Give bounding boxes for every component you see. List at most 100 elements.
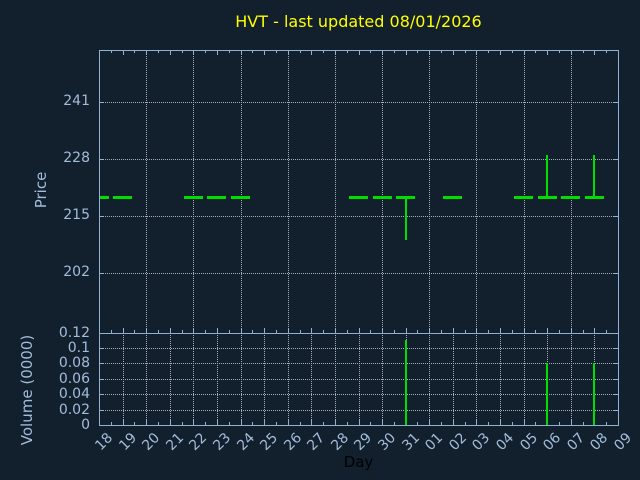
axis-tick <box>476 420 477 425</box>
axis-tick <box>241 328 242 333</box>
axis-tick <box>123 328 124 333</box>
axis-tick <box>288 328 289 333</box>
axis-tick <box>441 330 442 333</box>
axis-tick <box>382 420 383 425</box>
price-gridline <box>99 102 618 103</box>
axis-tick <box>123 420 124 425</box>
axis-tick <box>571 50 572 55</box>
axis-tick <box>252 330 253 333</box>
axis-tick <box>99 410 104 411</box>
price-close-tick <box>538 196 557 199</box>
price-close-tick <box>561 196 580 199</box>
axis-tick <box>158 422 159 425</box>
axis-tick <box>158 50 159 53</box>
day-tick-label: 02 <box>446 430 471 454</box>
volume-tick-label: 0.1 <box>67 340 90 356</box>
axis-tick <box>406 50 407 55</box>
volume-gridline <box>99 410 618 411</box>
axis-tick <box>394 422 395 425</box>
axis-tick <box>170 328 171 333</box>
axis-tick <box>170 50 171 55</box>
volume-gridline <box>311 333 312 426</box>
chart-title: HVT - last updated 08/01/2026 <box>235 12 482 31</box>
day-tick-label: 04 <box>493 430 518 454</box>
axis-tick <box>524 420 525 425</box>
price-close-tick <box>585 196 604 199</box>
axis-tick <box>465 422 466 425</box>
axis-tick <box>382 328 383 333</box>
day-tick-label: 19 <box>116 430 141 454</box>
volume-gridline <box>123 333 124 426</box>
price-close-tick <box>207 196 226 199</box>
axis-tick <box>488 422 489 425</box>
volume-gridline <box>429 333 430 426</box>
day-tick-label: 26 <box>281 430 306 454</box>
axis-tick <box>182 50 183 53</box>
axis-tick <box>347 422 348 425</box>
axis-tick <box>571 328 572 333</box>
day-tick-label: 03 <box>469 430 494 454</box>
axis-tick <box>335 50 336 55</box>
day-tick-label: 25 <box>257 430 282 454</box>
price-gridline <box>571 50 572 333</box>
price-gridline <box>335 50 336 333</box>
axis-tick <box>613 159 618 160</box>
axis-tick <box>158 330 159 333</box>
axis-tick <box>613 216 618 217</box>
axis-tick <box>123 50 124 55</box>
axis-tick <box>559 330 560 333</box>
price-gridline <box>99 159 618 160</box>
axis-tick <box>559 50 560 53</box>
price-axis-label: Price <box>32 171 50 209</box>
day-tick-label: 24 <box>234 430 259 454</box>
price-gridline <box>146 50 147 333</box>
day-tick-label: 22 <box>186 430 211 454</box>
price-gridline <box>99 273 618 274</box>
axis-tick <box>205 50 206 53</box>
axis-tick <box>359 328 360 333</box>
axis-tick <box>512 422 513 425</box>
axis-tick <box>182 422 183 425</box>
axis-tick <box>276 422 277 425</box>
axis-tick <box>311 420 312 425</box>
axis-tick <box>264 328 265 333</box>
axis-tick <box>146 50 147 55</box>
price-high-spike <box>593 155 595 199</box>
day-tick-label: 20 <box>139 430 164 454</box>
axis-tick <box>571 420 572 425</box>
volume-tick-label: 0 <box>81 417 90 433</box>
volume-gridline <box>264 333 265 426</box>
price-panel <box>99 50 618 333</box>
volume-gridline <box>476 333 477 426</box>
axis-tick <box>524 328 525 333</box>
volume-tick-label: 0.02 <box>58 402 90 418</box>
volume-gridline <box>99 348 618 349</box>
axis-tick <box>193 50 194 55</box>
axis-tick <box>111 50 112 53</box>
axis-tick <box>229 422 230 425</box>
axis-tick <box>146 328 147 333</box>
axis-tick <box>264 420 265 425</box>
axis-tick <box>111 422 112 425</box>
day-tick-label: 18 <box>92 430 117 454</box>
axis-tick <box>99 379 104 380</box>
volume-tick-label: 0.08 <box>58 355 90 371</box>
axis-tick <box>276 330 277 333</box>
axis-tick <box>613 348 618 349</box>
volume-bar <box>546 363 548 425</box>
axis-tick <box>417 50 418 53</box>
axis-tick <box>182 330 183 333</box>
axis-tick <box>288 420 289 425</box>
axis-tick <box>193 328 194 333</box>
volume-bar <box>405 340 407 425</box>
axis-tick <box>217 50 218 55</box>
axis-tick <box>99 159 104 160</box>
axis-tick <box>170 420 171 425</box>
price-gridline <box>382 50 383 333</box>
axis-tick <box>500 328 501 333</box>
volume-gridline <box>359 333 360 426</box>
axis-tick <box>488 330 489 333</box>
price-close-tick <box>113 196 132 199</box>
day-tick-label: 08 <box>587 430 612 454</box>
